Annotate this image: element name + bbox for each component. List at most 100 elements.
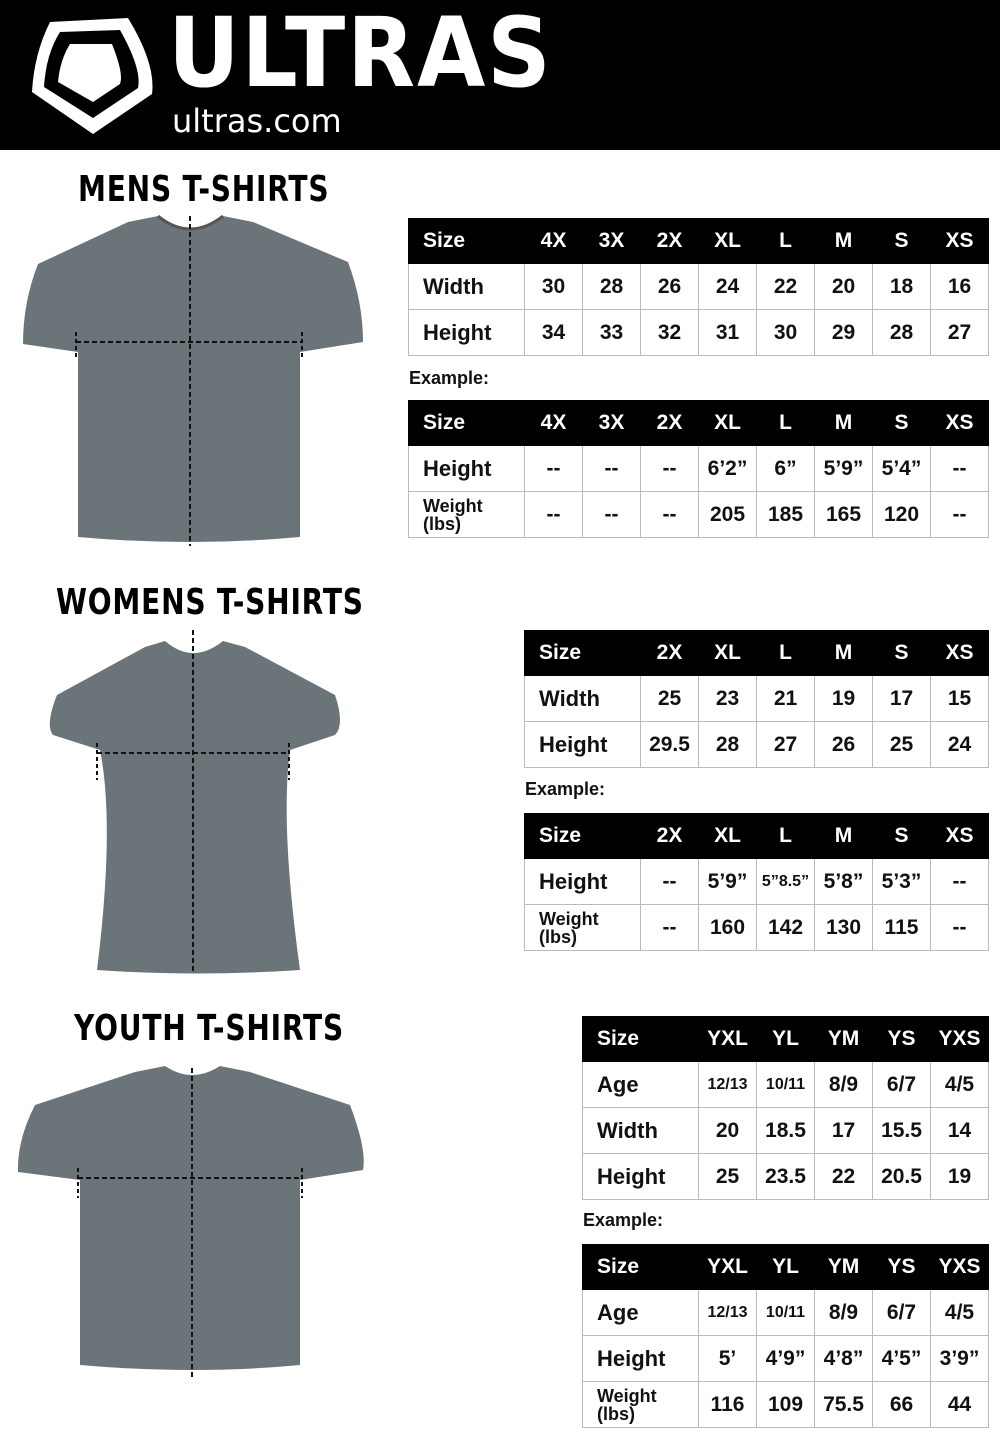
table-cell: 20.5: [872, 1153, 931, 1200]
row-label-header: Size: [582, 1244, 699, 1290]
table-cell: 5’4”: [872, 445, 931, 492]
table-cell: --: [640, 904, 699, 951]
column-header: YXL: [698, 1244, 757, 1290]
table-cell: 8/9: [814, 1289, 873, 1336]
column-header: YXL: [698, 1016, 757, 1062]
table-row: Width 20 18.5 17 15.5 14: [582, 1107, 989, 1154]
column-header: 4X: [524, 218, 583, 264]
column-header: YXS: [930, 1016, 989, 1062]
table-cell: 24: [930, 721, 989, 768]
table-cell: 6/7: [872, 1289, 931, 1336]
table-cell: 14: [930, 1107, 989, 1154]
row-label: Age: [582, 1061, 699, 1108]
youth-example-table: Size YXL YL YM YS YXS Age 12/13 10/11 8/9 6/7 4/5 He…: [582, 1244, 989, 1428]
table-row: Height 25 23.5 22 20.5 19: [582, 1153, 989, 1200]
row-label: Height: [408, 445, 525, 492]
column-header: 3X: [582, 400, 641, 446]
table-cell: 29.5: [640, 721, 699, 768]
table-header-row: Size YXL YL YM YS YXS: [582, 1016, 989, 1062]
table-cell: --: [930, 904, 989, 951]
table-cell: 17: [872, 675, 931, 722]
table-cell: 66: [872, 1381, 931, 1428]
table-cell: 15: [930, 675, 989, 722]
table-cell: --: [524, 445, 583, 492]
mens-sizes-table: Size 4X 3X 2X XL L M S XS Width 30 28 26 24 22 20 18 16 He…: [408, 218, 989, 356]
table-cell: --: [640, 491, 699, 538]
row-label: Height: [524, 721, 641, 768]
table-row: Weight (lbs) -- -- -- 205 185 165 120 --: [408, 491, 989, 538]
table-cell: 5’3”: [872, 858, 931, 905]
column-header: L: [756, 813, 815, 859]
table-cell: 34: [524, 309, 583, 356]
table-cell: 30: [756, 309, 815, 356]
column-header: YM: [814, 1244, 873, 1290]
table-cell: --: [930, 445, 989, 492]
table-cell: 23: [698, 675, 757, 722]
table-row: Height 29.5 28 27 26 25 24: [524, 721, 989, 768]
table-cell: 28: [582, 263, 641, 310]
table-cell: 20: [814, 263, 873, 310]
table-cell: 115: [872, 904, 931, 951]
table-cell: 15.5: [872, 1107, 931, 1154]
row-label: Width: [582, 1107, 699, 1154]
table-cell: 30: [524, 263, 583, 310]
table-cell: 4/5: [930, 1289, 989, 1336]
column-header: 4X: [524, 400, 583, 446]
table-cell: 32: [640, 309, 699, 356]
column-header: L: [756, 630, 815, 676]
header-banner: ULTRAS ultras.com: [0, 0, 1000, 150]
table-cell: 4’8”: [814, 1335, 873, 1382]
row-label-header: Size: [408, 218, 525, 264]
column-header: YL: [756, 1244, 815, 1290]
womens-sizes-table: Size 2X XL L M S XS Width 25 23 21 19 17 15 Height 29.5…: [524, 630, 989, 768]
table-row: Weight (lbs) 116 109 75.5 66 44: [582, 1381, 989, 1428]
column-header: XL: [698, 630, 757, 676]
column-header: XL: [698, 218, 757, 264]
womens-example-label: Example:: [525, 779, 606, 799]
table-row: Height -- 5’9” 5”8.5” 5’8” 5’3” --: [524, 858, 989, 905]
table-cell: 19: [930, 1153, 989, 1200]
youth-sizes-table: Size YXL YL YM YS YXS Age 12/13 10/11 8/9 6/7 4/5 Wi…: [582, 1016, 989, 1200]
column-header: XS: [930, 400, 989, 446]
table-cell: 12/13: [698, 1289, 757, 1336]
table-cell: 116: [698, 1381, 757, 1428]
table-cell: 31: [698, 309, 757, 356]
table-cell: 20: [698, 1107, 757, 1154]
table-cell: 25: [640, 675, 699, 722]
column-header: L: [756, 218, 815, 264]
table-cell: 5’8”: [814, 858, 873, 905]
table-cell: 28: [872, 309, 931, 356]
mens-example-label: Example:: [409, 368, 490, 388]
table-cell: 16: [930, 263, 989, 310]
row-label-header: Size: [408, 400, 525, 446]
table-cell: --: [582, 445, 641, 492]
table-cell: 185: [756, 491, 815, 538]
row-label: Weight (lbs): [524, 904, 641, 951]
table-cell: 10/11: [756, 1061, 815, 1108]
row-label: Width: [524, 675, 641, 722]
table-row: Width 25 23 21 19 17 15: [524, 675, 989, 722]
table-cell: 25: [872, 721, 931, 768]
mens-tshirt-image: [23, 214, 363, 546]
table-cell: 44: [930, 1381, 989, 1428]
table-header-row: Size 2X XL L M S XS: [524, 630, 989, 676]
table-cell: 4’9”: [756, 1335, 815, 1382]
table-cell: 4/5: [930, 1061, 989, 1108]
table-cell: 4’5”: [872, 1335, 931, 1382]
table-cell: 165: [814, 491, 873, 538]
table-cell: 75.5: [814, 1381, 873, 1428]
row-label: Height: [524, 858, 641, 905]
table-cell: 6’2”: [698, 445, 757, 492]
table-row: Width 30 28 26 24 22 20 18 16: [408, 263, 989, 310]
column-header: XS: [930, 218, 989, 264]
column-header: XL: [698, 813, 757, 859]
table-cell: 8/9: [814, 1061, 873, 1108]
column-header: S: [872, 630, 931, 676]
column-header: M: [814, 400, 873, 446]
table-cell: 22: [756, 263, 815, 310]
column-header: YS: [872, 1016, 931, 1062]
table-row: Height 5’ 4’9” 4’8” 4’5” 3’9”: [582, 1335, 989, 1382]
site-url: ultras.com: [172, 102, 342, 140]
table-cell: 5’: [698, 1335, 757, 1382]
table-cell: 27: [930, 309, 989, 356]
